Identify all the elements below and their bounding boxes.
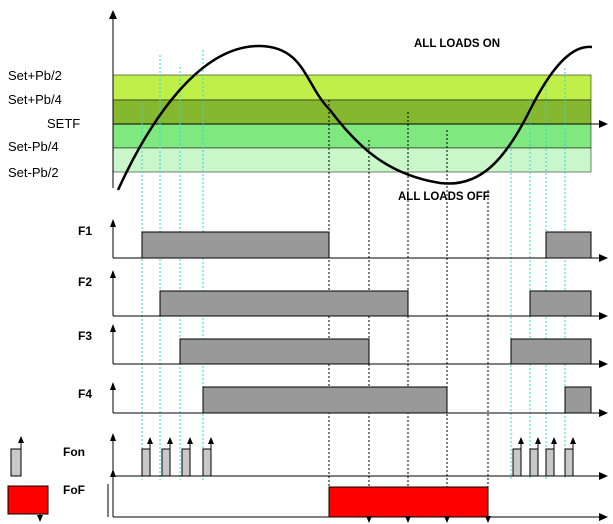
label-all-loads-off: ALL LOADS OFF <box>398 191 490 203</box>
fon-pulse-1 <box>141 437 153 477</box>
arrow-right-icon <box>599 360 608 368</box>
fon-pulse-4 <box>202 437 214 477</box>
row-f4: F4 <box>78 382 608 417</box>
cyan-guides <box>141 50 566 480</box>
fof-legend-icon <box>7 485 49 515</box>
row-fon: Fon <box>10 433 608 480</box>
f4-on-bar-1 <box>202 386 448 414</box>
arrow-right-icon <box>599 472 608 480</box>
arrow-up-icon <box>110 219 116 227</box>
row-f3: F3 <box>78 324 608 368</box>
f1-on-bar-1 <box>141 231 330 259</box>
arrow-right-icon <box>599 513 608 521</box>
f3-on-bar-2 <box>510 338 592 365</box>
row-f2: F2 <box>78 270 608 320</box>
fon-pulse-5 <box>512 437 524 477</box>
arrow-right-icon <box>599 120 608 128</box>
label-f1: F1 <box>78 224 92 238</box>
fon-pulse-7 <box>545 437 557 477</box>
arrow-right-icon <box>599 254 608 262</box>
arrow-up-icon <box>110 324 116 332</box>
arrow-down-icon <box>485 516 491 523</box>
label-set-plus-pb2: Set+Pb/2 <box>8 68 62 83</box>
fon-pulse-6 <box>529 437 541 477</box>
f3-on-bar-1 <box>179 338 370 365</box>
label-all-loads-on: ALL LOADS ON <box>414 38 500 50</box>
f2-on-bar-1 <box>159 290 409 317</box>
fof-down-arrows <box>366 516 491 523</box>
fon-pulse-3 <box>181 437 193 477</box>
band-set-plus-pb4 <box>112 99 592 125</box>
arrow-up-icon <box>109 10 117 19</box>
label-set-minus-pb4: Set-Pb/4 <box>8 139 59 154</box>
arrow-down-icon <box>405 516 411 523</box>
label-set-minus-pb2: Set-Pb/2 <box>8 165 59 180</box>
arrow-up-icon <box>110 270 116 278</box>
fon-pulse-8 <box>564 437 576 477</box>
band-set-plus-pb2 <box>112 74 592 101</box>
label-setf: SETF <box>47 116 80 131</box>
label-set-plus-pb4: Set+Pb/4 <box>8 92 62 107</box>
arrow-up-icon <box>18 436 24 443</box>
arrow-up-icon <box>110 469 116 477</box>
f4-on-bar-2 <box>564 386 592 414</box>
arrow-down-icon <box>444 516 450 523</box>
fof-on-bar <box>328 486 489 518</box>
label-fof: FoF <box>63 483 85 497</box>
row-fof: FoF <box>7 469 608 523</box>
row-f1: F1 <box>78 219 608 262</box>
arrow-down-icon <box>366 516 372 523</box>
fon-legend-icon <box>10 448 22 477</box>
arrow-up-icon <box>110 433 116 441</box>
label-f2: F2 <box>78 275 92 289</box>
f2-on-bar-2 <box>529 290 592 317</box>
f1-on-bar-2 <box>545 231 592 259</box>
arrow-right-icon <box>599 312 608 320</box>
fon-pulse-2 <box>161 437 173 477</box>
arrow-right-icon <box>599 409 608 417</box>
band-set-minus-pb2 <box>112 147 592 173</box>
label-f4: F4 <box>78 387 92 401</box>
arrow-down-icon <box>37 515 43 522</box>
arrow-up-icon <box>110 382 116 390</box>
temperature-curve <box>116 44 593 191</box>
label-f3: F3 <box>78 329 92 343</box>
label-fon: Fon <box>63 445 85 459</box>
